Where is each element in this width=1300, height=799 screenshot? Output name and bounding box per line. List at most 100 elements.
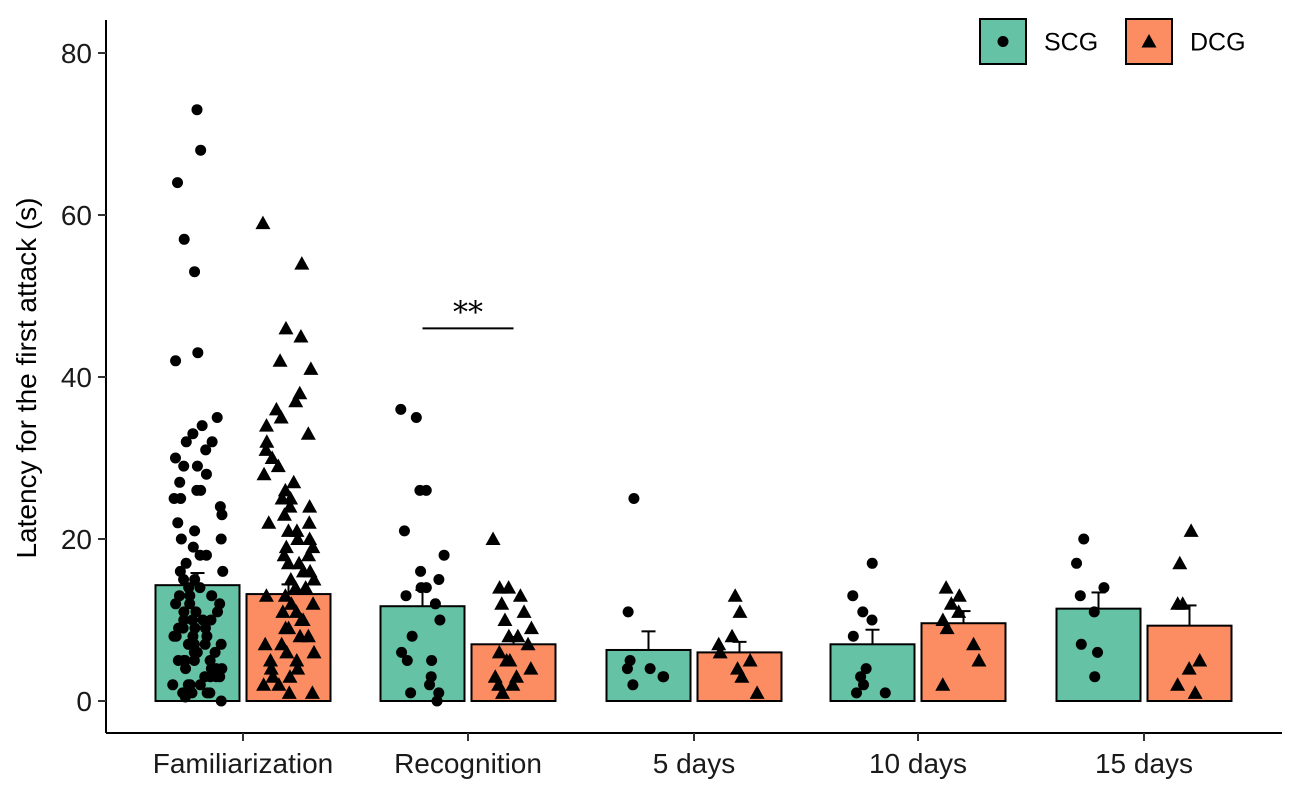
- data-point-dcg: [265, 669, 281, 683]
- data-point-scg: [215, 533, 227, 545]
- data-point-scg: [200, 444, 212, 456]
- data-point-scg: [184, 598, 196, 610]
- data-point-scg: [180, 663, 192, 675]
- data-point-dcg: [274, 636, 290, 651]
- data-point-dcg: [288, 580, 304, 594]
- data-point-dcg: [523, 620, 539, 635]
- data-point-scg: [204, 687, 216, 699]
- data-point-dcg: [273, 410, 289, 424]
- y-axis-label: Latency for the first attack (s): [11, 197, 42, 558]
- x-tick-label: 10 days: [869, 748, 967, 779]
- data-point-scg: [879, 687, 891, 699]
- y-tick-label: 0: [76, 686, 92, 717]
- data-point-dcg: [282, 669, 298, 683]
- data-point-dcg: [258, 442, 274, 456]
- data-point-dcg: [520, 636, 536, 651]
- data-point-dcg: [935, 677, 951, 691]
- data-point-scg: [628, 493, 640, 504]
- data-point-dcg: [288, 604, 304, 618]
- data-point-dcg: [734, 669, 750, 683]
- data-point-scg: [658, 671, 670, 683]
- annotation-group: **: [422, 295, 514, 330]
- data-point-scg: [431, 695, 443, 707]
- data-point-scg: [400, 590, 412, 602]
- data-point-dcg: [289, 653, 305, 667]
- data-point-dcg: [951, 604, 967, 618]
- data-point-scg: [180, 557, 192, 569]
- data-point-dcg: [302, 499, 318, 513]
- data-point-scg: [180, 436, 192, 448]
- data-point-scg: [191, 460, 203, 472]
- data-point-dcg: [501, 628, 517, 643]
- bar-scg: [379, 605, 466, 702]
- data-point-scg: [1074, 590, 1086, 602]
- data-point-scg: [627, 679, 639, 691]
- legend-label-scg: SCG: [1044, 29, 1098, 57]
- data-point-scg: [170, 355, 182, 367]
- data-point-scg: [217, 565, 229, 577]
- x-tick-label: Recognition: [394, 748, 542, 779]
- data-point-scg: [414, 484, 426, 496]
- data-point-scg: [1075, 638, 1087, 650]
- data-point-dcg: [275, 604, 291, 618]
- data-point-scg: [189, 574, 201, 585]
- data-point-dcg: [943, 596, 959, 610]
- bar-dcg: [245, 593, 332, 703]
- data-point-dcg: [261, 515, 277, 529]
- data-point-scg: [215, 638, 227, 650]
- data-point-scg: [857, 606, 869, 618]
- data-point-dcg: [301, 547, 317, 562]
- data-point-dcg: [1187, 685, 1203, 699]
- data-point-dcg: [255, 215, 271, 230]
- data-point-dcg: [512, 588, 528, 602]
- data-point-scg: [398, 525, 410, 537]
- data-point-scg: [178, 606, 190, 618]
- data-point-scg: [187, 428, 199, 440]
- data-point-dcg: [286, 474, 302, 489]
- data-point-scg: [216, 509, 228, 521]
- data-point-scg: [194, 582, 206, 594]
- data-point-scg: [209, 646, 221, 658]
- y-tick-label: 80: [61, 38, 92, 69]
- data-point-scg: [183, 582, 195, 594]
- data-point-scg: [178, 460, 190, 472]
- data-point-scg: [178, 614, 190, 626]
- data-point-scg: [199, 638, 211, 650]
- data-point-dcg: [732, 604, 748, 618]
- data-point-scg: [396, 646, 408, 658]
- data-point-scg: [1092, 646, 1104, 658]
- data-point-dcg: [971, 653, 987, 667]
- data-point-dcg: [711, 636, 727, 651]
- data-point-dcg: [1170, 596, 1186, 610]
- data-point-dcg: [259, 418, 275, 432]
- data-point-scg: [433, 574, 445, 585]
- data-point-dcg: [263, 653, 279, 667]
- data-point-dcg: [294, 256, 310, 270]
- data-point-dcg: [523, 661, 539, 675]
- data-point-scg: [644, 663, 656, 675]
- data-point-scg: [179, 691, 191, 703]
- data-point-dcg: [1170, 677, 1186, 691]
- data-point-dcg: [256, 466, 272, 481]
- data-point-scg: [866, 557, 878, 569]
- data-point-scg: [434, 614, 446, 626]
- data-point-scg: [1088, 606, 1100, 618]
- x-tick-label: 5 days: [653, 748, 736, 779]
- data-point-dcg: [270, 458, 286, 473]
- data-point-scg: [395, 403, 407, 415]
- data-point-dcg: [258, 588, 274, 602]
- data-point-scg: [429, 598, 441, 610]
- data-point-scg: [866, 614, 878, 626]
- data-point-scg: [206, 436, 218, 448]
- data-point-scg: [177, 622, 189, 634]
- data-point-scg: [847, 590, 859, 602]
- data-point-scg: [1098, 582, 1110, 594]
- data-point-scg: [167, 679, 179, 691]
- data-point-scg: [199, 671, 211, 683]
- y-tick-label: 20: [61, 524, 92, 555]
- data-point-scg: [188, 655, 200, 666]
- bar-scg: [829, 643, 916, 702]
- data-point-dcg: [1183, 523, 1199, 537]
- data-point-scg: [189, 266, 201, 278]
- data-point-dcg: [259, 434, 275, 448]
